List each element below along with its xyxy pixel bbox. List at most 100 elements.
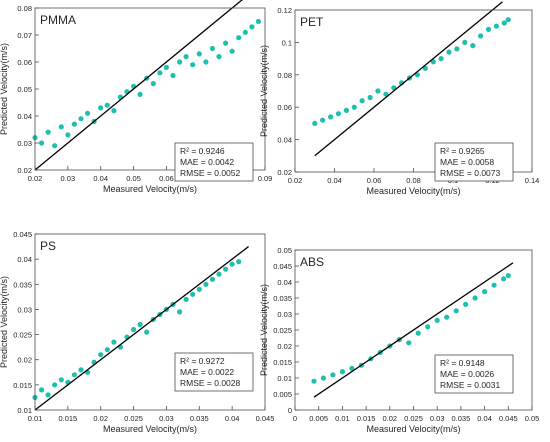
- panel-abs-x-tick-label: 0.04: [477, 414, 492, 423]
- panel-pet: 0.02 0.04 0.06 0.08 0.1 0.12 0.14 0.02 0.04 0.06…: [259, 1, 539, 196]
- panel-ps-x-tick-label: 0.015: [58, 414, 77, 423]
- panel-pmma-point: [223, 40, 229, 46]
- panel-pmma-x-tick-label: 0.09: [258, 174, 273, 183]
- panel-ps-point: [196, 286, 202, 292]
- panel-abs-point: [472, 295, 478, 301]
- panel-abs-point: [311, 378, 317, 384]
- panel-ps-point: [52, 382, 58, 388]
- panel-ps-ylabel: Predicted Velocity(m/s): [0, 276, 9, 368]
- panel-ps-x-tick-label: 0.035: [190, 414, 209, 423]
- panel-pet-y-tick-label: 0.1: [282, 38, 292, 47]
- panel-ps-x-tick-label: 0.01: [28, 414, 43, 423]
- panel-pmma-point: [229, 48, 235, 54]
- panel-abs-y-tick-label: 0: [288, 406, 292, 415]
- panel-pmma-point: [71, 121, 77, 127]
- panel-ps-point: [104, 347, 110, 353]
- panel-pmma-xlabel: Measured Velocity(m/s): [103, 184, 197, 194]
- panel-pmma-points: [32, 18, 261, 149]
- panel-ps-y-tick-label: 0.01: [17, 406, 32, 415]
- panel-pet-x-tick-label: 0.08: [406, 176, 421, 185]
- panel-ps-point: [183, 296, 189, 302]
- panel-ps-fit-line: [34, 246, 249, 411]
- panel-abs-x-tick-label: 0.035: [452, 414, 471, 423]
- panel-ps-stats-r2: R² = 0.9272: [180, 356, 225, 366]
- panel-abs-x-ticks: 0 0.005 0.01 0.015 0.02 0.025 0.03 0.035 0.04 0.0…: [293, 406, 539, 423]
- panel-ps-y-tick-label: 0.035: [13, 280, 32, 289]
- panel-abs-x-tick-label: 0.03: [430, 414, 445, 423]
- panel-pet-y-ticks: 0.02 0.04 0.06 0.08 0.1 0.12: [277, 6, 299, 177]
- panel-pmma-point: [85, 110, 91, 116]
- panel-pet-point: [430, 59, 436, 65]
- panel-pet-point: [505, 17, 511, 23]
- panel-abs-point: [434, 317, 440, 323]
- panel-abs-point: [453, 308, 459, 314]
- panel-pet-y-tick-label: 0.02: [277, 168, 292, 177]
- panel-pet-point: [335, 111, 341, 117]
- panel-pet-point: [320, 117, 326, 123]
- panel-pet-point: [328, 114, 334, 120]
- panel-pet-point: [375, 88, 381, 94]
- panel-pmma-point: [255, 18, 261, 25]
- panel-ps-y-tick-label: 0.03: [17, 305, 32, 314]
- panel-abs-y-tick-label: 0.045: [273, 262, 292, 271]
- panel-pet-point: [312, 120, 318, 126]
- panel-pmma-x-tick-label: 0.04: [93, 174, 108, 183]
- panel-ps-x-ticks: 0.01 0.015 0.02 0.025 0.03 0.035 0.04 0.045: [28, 406, 274, 423]
- panel-pmma-point: [183, 54, 189, 60]
- panel-ps-point: [223, 266, 229, 272]
- panel-pmma-y-tick-label: 0.08: [17, 4, 32, 13]
- panel-abs-ylabel: Predicted Velocity(m/s): [259, 284, 269, 376]
- panel-abs-stats-mae: MAE = 0.0026: [440, 369, 494, 379]
- panel-abs-y-tick-label: 0.05: [277, 246, 292, 255]
- panel-ps-point: [39, 387, 45, 393]
- panel-abs-y-tick-label: 0.015: [273, 358, 292, 367]
- panel-ps-point: [98, 352, 104, 358]
- panel-ps-x-tick-label: 0.02: [93, 414, 108, 423]
- panel-pmma-stats-rmse: RMSE = 0.0052: [180, 168, 241, 178]
- panel-abs-title: ABS: [300, 255, 324, 269]
- panel-pmma-point: [157, 70, 163, 76]
- panel-pmma-fit-line: [34, 0, 243, 171]
- panel-abs-y-tick-label: 0.025: [273, 326, 292, 335]
- panel-pet-point: [438, 56, 444, 62]
- panel-pmma-point: [78, 116, 84, 122]
- panel-pmma-point: [137, 91, 143, 97]
- panel-pmma-y-ticks: 0.02 0.03 0.04 0.05 0.06 0.07 0.08: [17, 4, 39, 175]
- panel-pmma-stats-r2: R² = 0.9246: [180, 146, 225, 156]
- panel-abs-point: [349, 365, 355, 371]
- panel-ps-point: [111, 339, 117, 345]
- panel-pet-point: [501, 20, 507, 26]
- panel-pmma-point: [98, 105, 104, 111]
- panel-pet-point: [493, 23, 499, 29]
- panel-pmma-stats-box: [174, 142, 254, 182]
- panel-abs: 0 0.005 0.01 0.015 0.02 0.025 0.03 0.035 0.04 0.0…: [259, 246, 539, 434]
- panel-pet-points: [312, 17, 511, 126]
- panel-abs-x-tick-label: 0.02: [382, 414, 397, 423]
- panel-pet-point: [478, 33, 484, 39]
- panel-pmma-point: [104, 102, 110, 108]
- panel-ps: 0.01 0.015 0.02 0.025 0.03 0.035 0.04 0.045 0.0…: [0, 230, 274, 434]
- panel-pmma-point: [150, 81, 156, 87]
- panel-pmma-point: [242, 29, 248, 35]
- panel-ps-y-tick-label: 0.02: [17, 356, 32, 365]
- panel-ps-axes-box: [34, 233, 266, 411]
- panel-abs-point: [415, 330, 421, 336]
- panel-pet-point: [367, 94, 373, 101]
- panel-abs-x-tick-label: 0.05: [525, 414, 540, 423]
- panel-pet-point: [343, 107, 349, 113]
- panel-ps-stats-rmse: RMSE = 0.0028: [180, 378, 241, 388]
- panel-pmma-point: [45, 129, 51, 135]
- panel-abs-point: [339, 369, 345, 375]
- panel-pet-x-tick-label: 0.06: [367, 176, 382, 185]
- panel-ps-x-tick-label: 0.025: [124, 414, 143, 423]
- panel-abs-point: [330, 372, 336, 378]
- panel-pet-x-tick-label: 0.04: [327, 176, 342, 185]
- panel-pet-stats-r2: R² = 0.9265: [440, 146, 485, 156]
- panel-pmma-y-tick-label: 0.02: [17, 166, 32, 175]
- panel-pet-point: [485, 26, 492, 32]
- panel-pmma-point: [65, 132, 71, 138]
- panel-abs-point: [406, 340, 412, 346]
- panel-pet-point: [470, 43, 476, 49]
- panel-pet-point: [454, 46, 460, 52]
- panel-pmma-point: [249, 24, 255, 30]
